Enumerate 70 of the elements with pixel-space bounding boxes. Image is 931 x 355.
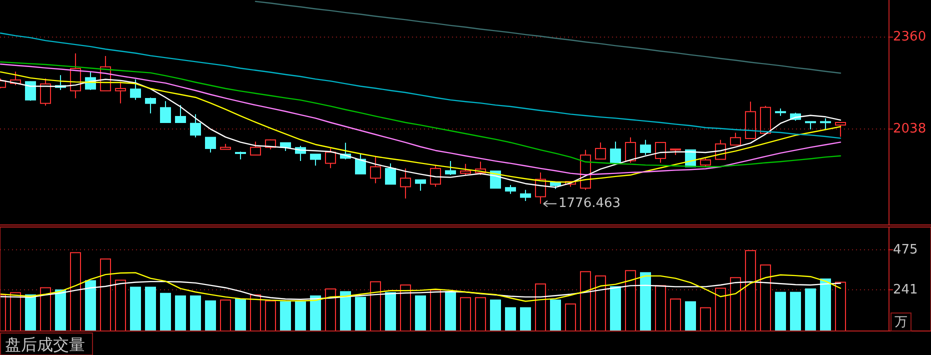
- bar: [640, 272, 651, 331]
- bar: [160, 292, 171, 331]
- candlestick: [400, 168, 411, 199]
- bar: [670, 298, 681, 331]
- bar: [415, 295, 426, 331]
- y-axis-title: 万: [894, 315, 908, 330]
- bar: [580, 271, 591, 331]
- y-tick-label: 2360: [893, 30, 926, 45]
- bar: [40, 287, 51, 331]
- bar: [400, 284, 411, 331]
- bar: [805, 288, 816, 331]
- bar: [520, 307, 531, 331]
- bar: [115, 280, 126, 331]
- bar: [505, 307, 516, 331]
- bar: [430, 289, 441, 331]
- bar: [475, 297, 486, 331]
- bar: [700, 307, 711, 331]
- bar: [235, 298, 246, 331]
- bar: [820, 278, 831, 331]
- annotation: 1776.463: [558, 196, 621, 212]
- bar: [175, 295, 186, 331]
- bar: [760, 264, 771, 331]
- line-series: [0, 32, 842, 139]
- bar: [25, 294, 36, 331]
- candlestick: [370, 155, 381, 184]
- bar: [295, 301, 306, 331]
- bar: [655, 285, 666, 331]
- line-series: [254, 0, 842, 74]
- bar: [85, 280, 96, 331]
- bar: [130, 286, 141, 331]
- bar: [835, 282, 846, 331]
- bar: [460, 297, 471, 331]
- bar: [220, 300, 231, 331]
- bar: [325, 288, 336, 331]
- bar: [340, 291, 351, 331]
- bar: [355, 296, 366, 331]
- bar: [715, 288, 726, 331]
- bar: [100, 258, 111, 331]
- bar: [745, 250, 756, 331]
- bar: [250, 294, 261, 331]
- y-tick-label: 2038: [893, 122, 926, 137]
- bar: [310, 295, 321, 331]
- bar: [205, 300, 216, 331]
- bar: [625, 270, 636, 331]
- bar: [610, 286, 621, 331]
- bar: [265, 300, 276, 331]
- bar: [730, 277, 741, 331]
- bar: [370, 281, 381, 331]
- bar: [685, 301, 696, 331]
- bar: [70, 252, 81, 331]
- bar: [775, 292, 786, 331]
- bar: [550, 300, 561, 331]
- bar: [490, 300, 501, 331]
- candlestick: [535, 172, 546, 204]
- bar: [565, 303, 576, 331]
- bar: [445, 291, 456, 331]
- line-series: [0, 280, 842, 300]
- bar: [10, 292, 21, 331]
- bar: [280, 301, 291, 331]
- bar: [790, 292, 801, 331]
- bar: [55, 289, 66, 331]
- y-tick-label: 241: [893, 282, 918, 298]
- text: 盘后成交量: [5, 335, 85, 354]
- bar: [385, 292, 396, 331]
- bar: [595, 275, 606, 331]
- bar: [145, 286, 156, 331]
- bar: [535, 283, 546, 331]
- bar: [190, 295, 201, 331]
- y-tick-label: 475: [893, 242, 918, 258]
- line-series: [0, 272, 842, 302]
